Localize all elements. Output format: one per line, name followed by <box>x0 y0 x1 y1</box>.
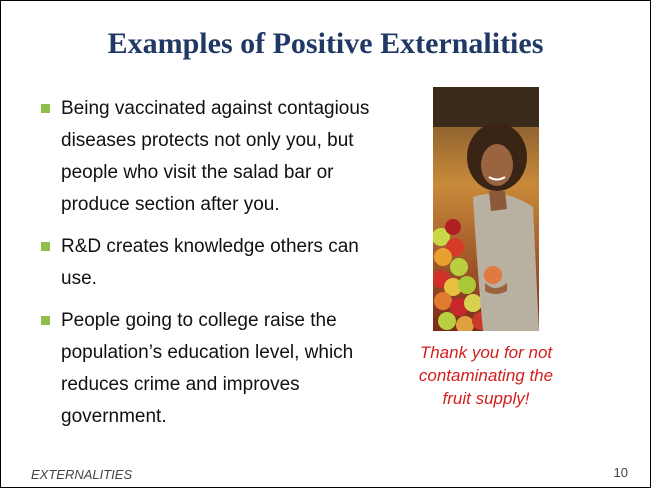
bullet-list: Being vaccinated against contagious dise… <box>41 93 401 443</box>
bullet: R&D creates knowledge others can use. <box>41 231 391 295</box>
footer-label: EXTERNALITIES <box>31 467 132 482</box>
photo-caption: Thank you for not contaminating the frui… <box>413 341 559 410</box>
bullet: People going to college raise the popula… <box>41 305 391 433</box>
page: Examples of Positive Externalities Being… <box>0 0 651 488</box>
slide: Examples of Positive Externalities Being… <box>0 0 651 488</box>
page-number: 10 <box>614 465 628 480</box>
slide-title: Examples of Positive Externalities <box>1 27 650 61</box>
bullet: Being vaccinated against contagious dise… <box>41 93 391 221</box>
photo <box>433 87 539 331</box>
